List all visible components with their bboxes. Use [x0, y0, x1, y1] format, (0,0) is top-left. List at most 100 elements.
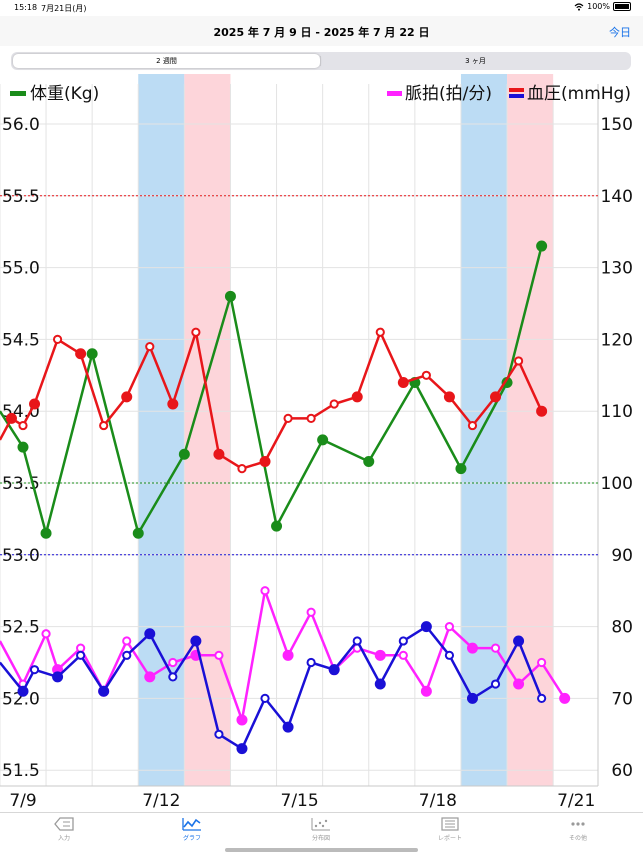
segment-3-months[interactable]: 3 ヶ月 [465, 57, 486, 65]
y-right-tick-label: 100 [601, 474, 633, 494]
series-point-3 [190, 635, 202, 647]
y-left-tick-label: 56.0 [2, 115, 40, 135]
legend-bp-low-swatch [509, 94, 524, 98]
y-left-tick-label: 55.5 [2, 187, 40, 207]
series-point-3 [444, 650, 455, 660]
y-left-tick-label: 54.5 [2, 330, 40, 350]
series-point-3 [214, 729, 224, 739]
series-point-2 [214, 650, 224, 660]
tab-scatter-label: 分布図 [311, 835, 330, 842]
series-point-1 [329, 399, 339, 409]
x-tick-label: 7/18 [419, 791, 457, 811]
y-right-tick-label: 70 [611, 689, 633, 709]
legend-pulse-swatch [387, 91, 402, 96]
tab-report-label: レポート [437, 835, 462, 842]
series-point-3 [352, 636, 362, 646]
series-point-1 [75, 348, 87, 360]
series-point-2 [444, 622, 455, 632]
series-point-1 [5, 412, 17, 424]
y-left-tick-label: 53.0 [2, 546, 40, 566]
series-point-2 [420, 685, 432, 697]
series-point-1 [99, 420, 109, 431]
more-icon [571, 822, 585, 826]
series-point-1 [121, 391, 133, 403]
series-point-2 [168, 657, 178, 668]
series-point-3 [466, 692, 478, 704]
series-point-1 [421, 370, 431, 380]
tab-graph[interactable]: グラフ [152, 817, 232, 842]
status-bar: 15:18 7月21日(月) 100% [0, 0, 643, 16]
series-point-1 [191, 327, 201, 337]
series-point-3 [144, 628, 156, 640]
series-point-2 [76, 643, 86, 653]
tab-more[interactable]: その他 [538, 817, 618, 842]
health-chart[interactable]: 56.055.555.054.554.053.553.052.552.051.5… [0, 74, 643, 812]
series-point-3 [236, 743, 248, 755]
series-point-2 [537, 657, 547, 668]
series-point-1 [513, 356, 524, 366]
series-point-0 [536, 240, 548, 252]
legend-weight-label: 体重(Kg) [30, 84, 99, 104]
today-button[interactable]: 今日 [609, 26, 631, 39]
series-point-3 [168, 672, 178, 682]
series-point-1 [490, 391, 502, 403]
series-point-0 [178, 448, 190, 460]
series-point-2 [490, 643, 501, 653]
series-point-0 [271, 520, 283, 532]
series-point-1 [306, 413, 316, 423]
graph-icon [182, 818, 201, 831]
series-point-0 [224, 290, 236, 302]
y-left-tick-label: 55.0 [2, 259, 40, 279]
series-point-1 [283, 413, 293, 423]
series-point-0 [455, 463, 467, 475]
home-indicator [225, 848, 418, 852]
tab-input[interactable]: 入力 [24, 817, 104, 842]
segment-divider [320, 56, 321, 66]
y-right-tick-label: 140 [601, 187, 633, 207]
status-time: 15:18 [14, 3, 38, 12]
segment-2-weeks[interactable]: 2 週間 [13, 54, 320, 68]
series-point-0 [363, 455, 375, 467]
series-point-1 [351, 391, 363, 403]
series-point-2 [260, 586, 270, 596]
series-point-0 [132, 527, 144, 539]
y-right-tick-label: 80 [611, 618, 633, 638]
period-segmented-control[interactable]: 2 週間 3 ヶ月 [11, 52, 631, 70]
series-point-2 [282, 649, 294, 661]
series-point-3 [513, 635, 525, 647]
series-point-1 [443, 391, 455, 403]
series-point-3 [17, 685, 29, 697]
series-point-1 [29, 398, 41, 410]
series-point-3 [306, 657, 316, 668]
legend-bp-label: 血圧(mmHg) [527, 84, 631, 104]
series-point-0 [86, 348, 98, 360]
series-point-2 [306, 607, 316, 617]
series-point-3 [398, 636, 408, 646]
series-point-2 [122, 636, 132, 646]
y-right-tick-label: 150 [601, 115, 633, 135]
y-left-tick-label: 52.0 [2, 689, 40, 709]
series-point-3 [328, 664, 340, 676]
x-tick-label: 7/15 [281, 791, 319, 811]
series-point-3 [122, 650, 132, 660]
tab-more-label: その他 [568, 835, 587, 842]
series-point-2 [466, 642, 478, 654]
series-point-1 [145, 341, 155, 352]
series-point-3 [537, 693, 547, 704]
series-point-2 [41, 629, 51, 639]
series-point-1 [167, 398, 179, 410]
series-point-2 [398, 650, 408, 660]
scatter-icon [311, 818, 330, 831]
report-icon [441, 817, 459, 831]
series-point-2 [559, 692, 571, 704]
input-icon [54, 817, 74, 831]
y-left-tick-label: 51.5 [2, 761, 40, 781]
x-tick-label: 7/9 [9, 791, 36, 811]
tab-scatter[interactable]: 分布図 [281, 817, 361, 842]
series-point-0 [317, 434, 329, 446]
series-point-1 [259, 455, 271, 467]
battery-icon [613, 2, 631, 11]
tab-report[interactable]: レポート [410, 817, 490, 842]
nav-header: 2025 年 7 月 9 日 - 2025 年 7 月 22 日 今日 [0, 16, 643, 46]
series-point-3 [420, 621, 432, 633]
